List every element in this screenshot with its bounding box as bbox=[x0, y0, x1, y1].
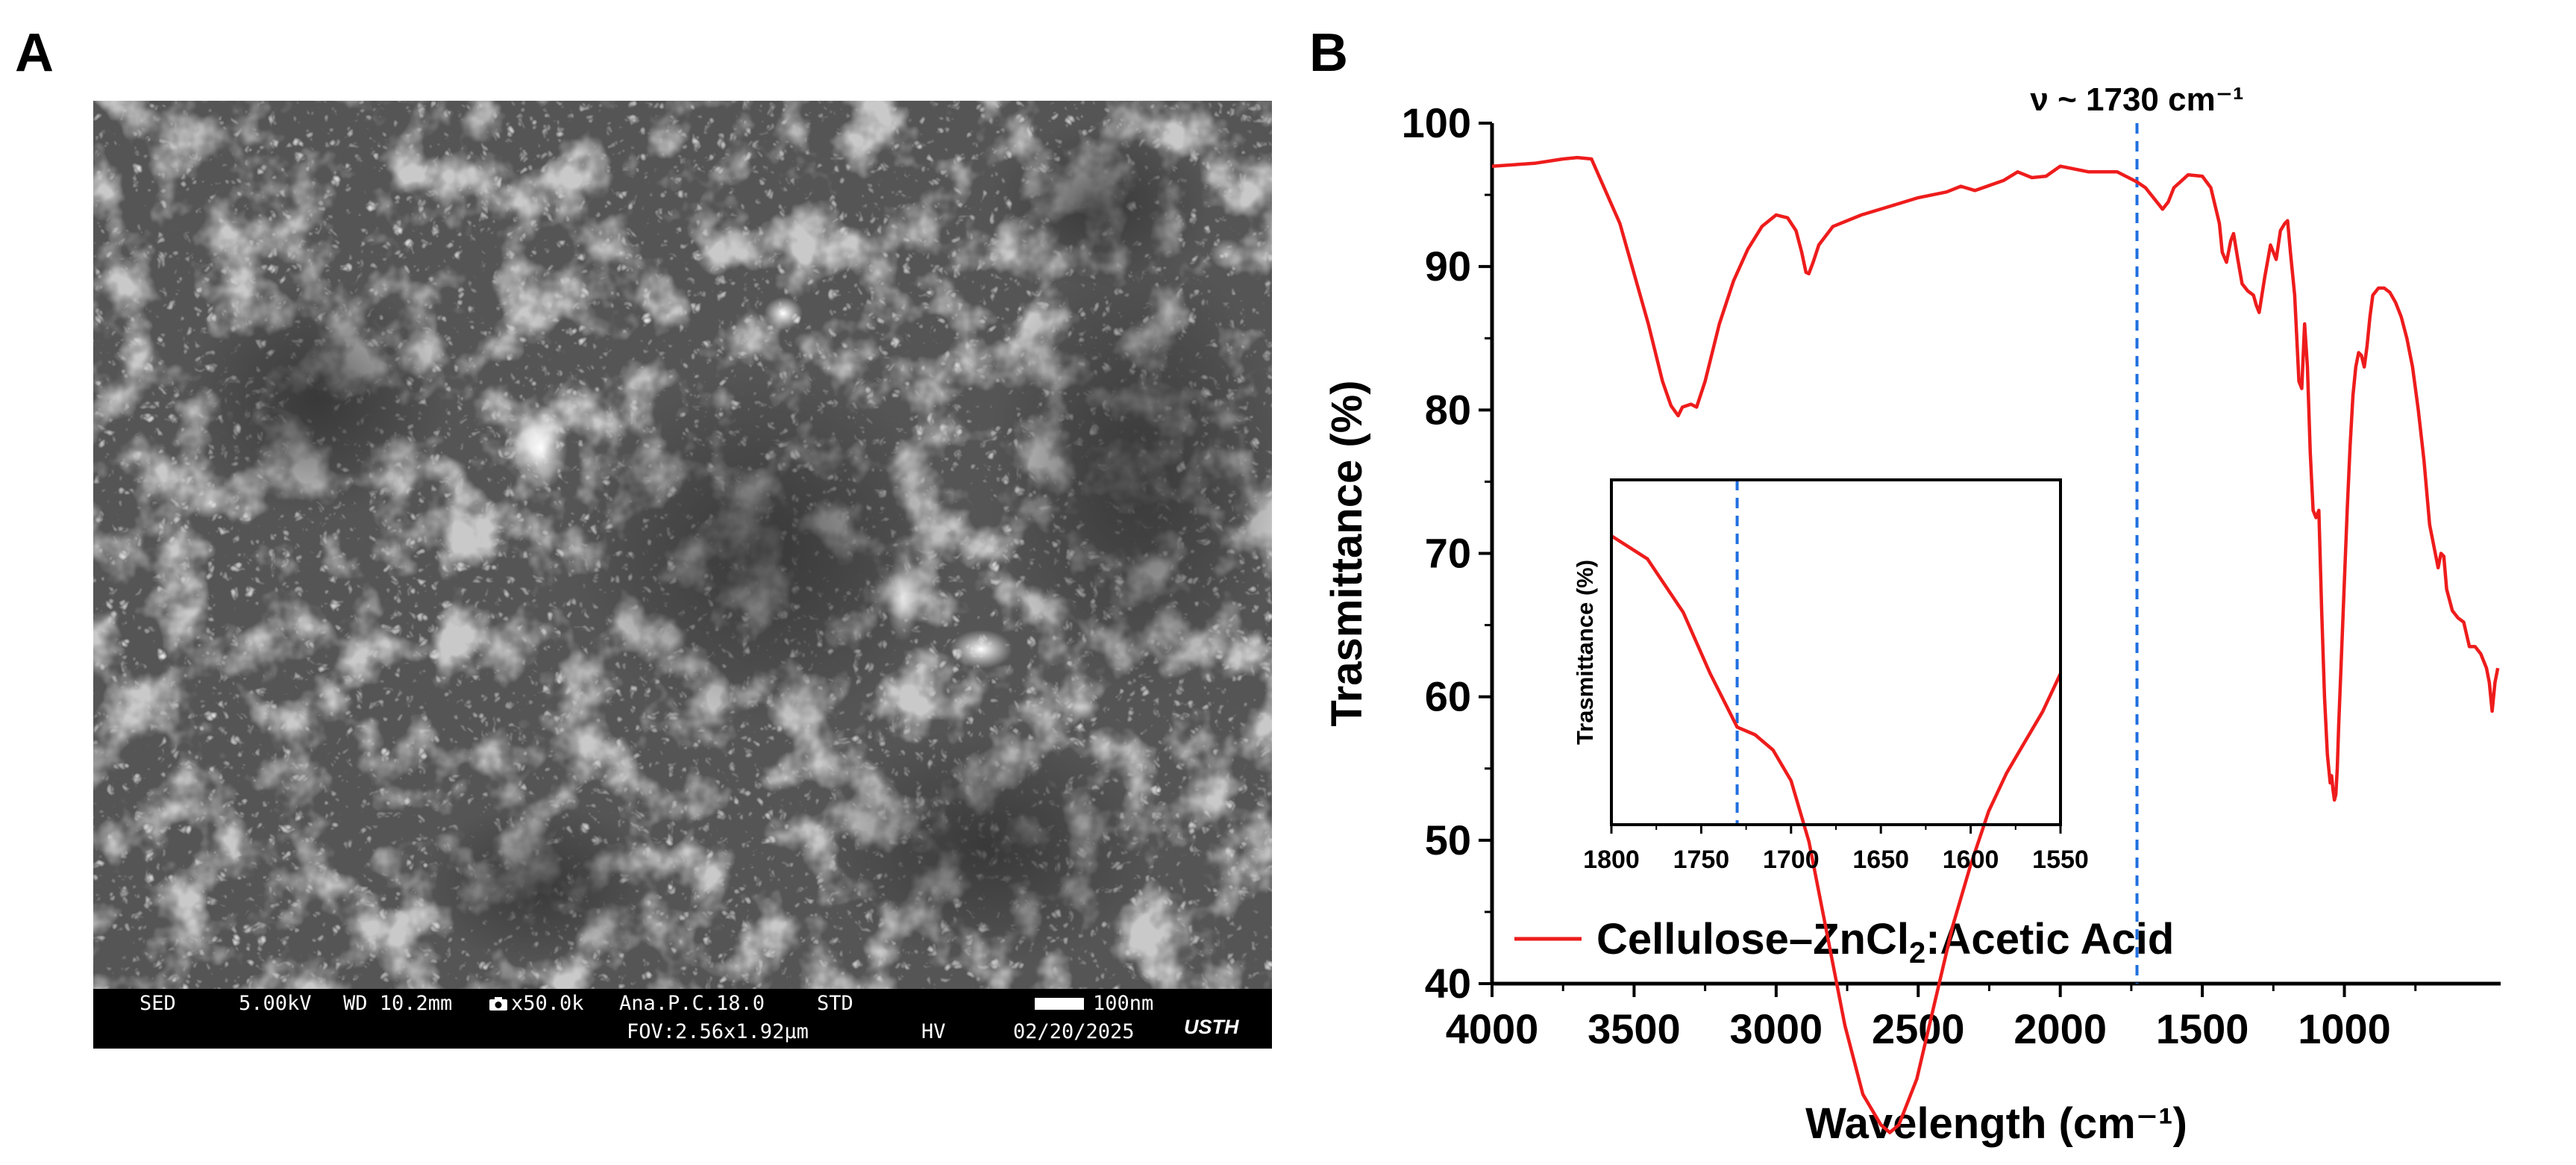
main-y-tick-label: 90 bbox=[1425, 243, 1471, 290]
main-x-tick-label: 1500 bbox=[2156, 1005, 2249, 1052]
sem-sample-id: Ana.P.C.18.0 bbox=[619, 992, 765, 1015]
series-line-main bbox=[1491, 155, 2500, 802]
main-x-axis-label: Wavelength (cm⁻¹) bbox=[1805, 1099, 2187, 1148]
legend-label-suffix: :Acetic Acid bbox=[1925, 915, 2174, 963]
sem-magnification: x50.0k bbox=[511, 992, 584, 1015]
main-x-ticks: 4000 3500 3000 2500 2000 1500 1000 bbox=[1446, 984, 2417, 1052]
sem-voltage: 5.00kV bbox=[239, 992, 312, 1015]
main-x-tick-label: 3500 bbox=[1588, 1005, 1681, 1052]
main-y-tick-label: 50 bbox=[1425, 816, 1471, 863]
peak-annotation: ν ~ 1730 cm⁻¹ bbox=[2030, 81, 2243, 118]
inset-x-tick-label: 1700 bbox=[1763, 846, 1820, 874]
inset-x-ticks: 1800 1750 1700 1650 1600 1550 bbox=[1583, 825, 2089, 874]
inset-x-tick-label: 1650 bbox=[1852, 846, 1909, 874]
sem-panel: SED 5.00kV WD 10.2mm x50.0k Ana.P.C.18.0… bbox=[93, 101, 1272, 1049]
legend: Cellulose–ZnCl2:Acetic Acid bbox=[1514, 915, 2174, 969]
legend-label-prefix: Cellulose–ZnCl bbox=[1596, 915, 1909, 963]
main-y-tick-label: 40 bbox=[1425, 960, 1471, 1007]
inset-chart: 1800 1750 1700 1650 1600 1550 Trasmittance (%… bbox=[1572, 478, 2089, 1134]
camera-icon bbox=[489, 997, 507, 1011]
inset-x-tick-label: 1600 bbox=[1943, 846, 1999, 874]
main-x-tick-label: 2500 bbox=[1872, 1005, 1965, 1052]
legend-label-subscript: 2 bbox=[1909, 937, 1925, 969]
main-y-axis-label: Trasmittance (%) bbox=[1323, 380, 1371, 726]
inset-x-tick-label: 1800 bbox=[1583, 846, 1640, 874]
main-y-tick-label: 80 bbox=[1425, 386, 1471, 433]
inset-x-tick-label: 1550 bbox=[2032, 846, 2089, 874]
usth-logo: USTH bbox=[1184, 1016, 1239, 1038]
main-y-ticks: 40 50 60 70 80 90 100 bbox=[1402, 99, 1492, 1007]
sem-info-bar: SED 5.00kV WD 10.2mm x50.0k Ana.P.C.18.0… bbox=[93, 989, 1272, 1049]
panel-label-b: B bbox=[1309, 23, 1348, 83]
main-y-tick-label: 70 bbox=[1425, 530, 1471, 577]
main-x-tick-label: 1000 bbox=[2298, 1005, 2391, 1052]
sem-date: 02/20/2025 bbox=[1013, 1020, 1135, 1043]
sem-scale-label: 100nm bbox=[1093, 992, 1154, 1015]
sem-working-distance: WD 10.2mm bbox=[343, 992, 453, 1015]
sem-micrograph bbox=[93, 101, 1272, 989]
inset-x-tick-label: 1750 bbox=[1673, 846, 1730, 874]
inset-y-axis-label: Trasmittance (%) bbox=[1572, 560, 1598, 745]
legend-label: Cellulose–ZnCl2:Acetic Acid bbox=[1596, 915, 2174, 969]
panel-label-a: A bbox=[15, 23, 54, 83]
main-y-tick-label: 100 bbox=[1402, 99, 1471, 146]
main-x-tick-label: 2000 bbox=[2014, 1005, 2107, 1052]
main-x-tick-label: 4000 bbox=[1446, 1005, 1539, 1052]
sem-fov: FOV:2.56x1.92μm bbox=[627, 1020, 809, 1043]
main-y-tick-label: 60 bbox=[1425, 673, 1471, 720]
series-line-inset bbox=[1610, 534, 2063, 1134]
sem-std: STD bbox=[817, 992, 853, 1015]
inset-background bbox=[1611, 480, 2061, 825]
ftir-chart: 4000 3500 3000 2500 2000 1500 1000 40 50 60 70 80 9… bbox=[1323, 81, 2501, 1148]
sem-scale-bar bbox=[1035, 998, 1084, 1010]
sem-mode: SED bbox=[140, 992, 176, 1015]
main-x-tick-label: 3000 bbox=[1730, 1005, 1823, 1052]
sem-hv: HV bbox=[921, 1020, 946, 1043]
